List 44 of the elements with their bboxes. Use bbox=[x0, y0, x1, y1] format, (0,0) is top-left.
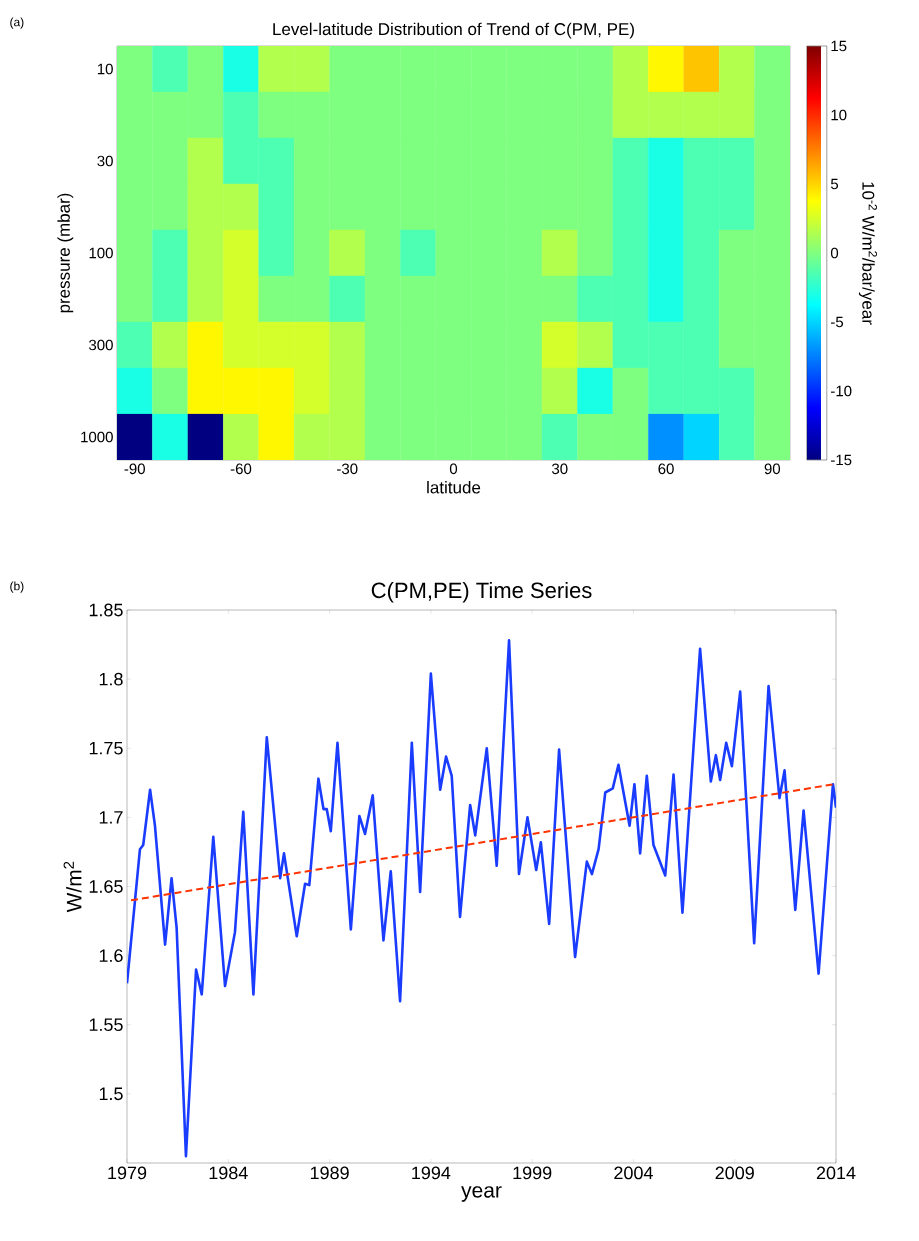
color-bar-label: 15 bbox=[831, 40, 847, 52]
y-tick-label: 300 bbox=[89, 339, 113, 351]
x-tick-label: 0 bbox=[449, 463, 458, 475]
color-bar-title: 10$^{-2}$ W/m$^{2}$/bar/year bbox=[858, 182, 878, 325]
x-axis-title: latitude bbox=[427, 481, 481, 494]
color-bar-label: -10 bbox=[831, 385, 852, 397]
y-tick-label: 1.8 bbox=[99, 672, 123, 686]
y-tick-label: 1.6 bbox=[99, 949, 123, 962]
x-tick-label: 1989 bbox=[310, 1166, 349, 1180]
y-tick-label: 1.75 bbox=[89, 741, 123, 755]
y-tick-label: 10 bbox=[97, 63, 113, 75]
x-tick-label: 1999 bbox=[513, 1166, 552, 1180]
x-tick-label: 2009 bbox=[715, 1166, 754, 1180]
x-tick-label: 30 bbox=[551, 463, 568, 475]
x-tick-label: 2004 bbox=[614, 1166, 653, 1180]
y-tick-label: 30 bbox=[97, 155, 113, 167]
y-tick-label: 1000 bbox=[81, 431, 113, 443]
text: (a) bbox=[10, 17, 24, 29]
x-axis-title: year bbox=[461, 1186, 502, 1202]
y-axis-title: W/m$^{2}$ bbox=[63, 861, 82, 913]
x-tick-label: 1994 bbox=[412, 1166, 451, 1180]
color-bar-label: 5 bbox=[830, 178, 839, 190]
x-tick-label: 60 bbox=[658, 463, 674, 475]
x-tick-label: 1979 bbox=[108, 1166, 147, 1180]
x-tick-label: 1984 bbox=[209, 1166, 248, 1180]
x-tick-label: 90 bbox=[764, 463, 781, 475]
y-tick-label: 1.55 bbox=[89, 1018, 123, 1032]
y-tick-label: 1.5 bbox=[99, 1087, 123, 1101]
color-bar-label: 0 bbox=[830, 247, 839, 259]
y-tick-label: 1.85 bbox=[89, 603, 123, 617]
chart-title: Level-latitude Distribution of Trend of C(PM, PE) bbox=[273, 22, 634, 39]
color-bar-label: -15 bbox=[831, 454, 852, 466]
x-tick-label: -30 bbox=[337, 463, 358, 475]
chart-title: C(PM,PE) Time Series bbox=[371, 581, 592, 603]
color-bar-label: 10 bbox=[831, 109, 847, 121]
y-tick-label: 1.7 bbox=[99, 811, 123, 824]
text: (b) bbox=[10, 581, 24, 593]
x-tick-label: -60 bbox=[230, 463, 252, 475]
y-axis-title: pressure (mbar) bbox=[57, 193, 74, 313]
y-tick-label: 100 bbox=[89, 247, 113, 259]
x-tick-label: 2014 bbox=[816, 1166, 856, 1180]
color-bar-label: -5 bbox=[831, 316, 844, 328]
x-tick-label: -90 bbox=[124, 463, 145, 475]
y-tick-label: 1.65 bbox=[89, 880, 123, 893]
